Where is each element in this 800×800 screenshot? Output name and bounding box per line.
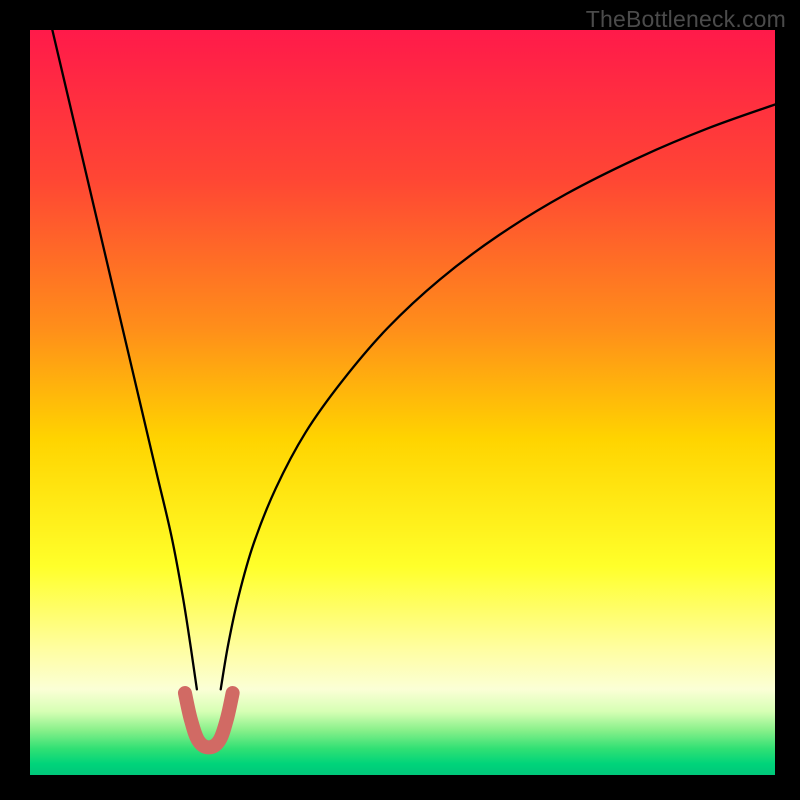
bottleneck-chart [30,30,775,775]
chart-container: TheBottleneck.com [0,0,800,800]
chart-svg [30,30,775,775]
watermark-label: TheBottleneck.com [586,6,786,33]
